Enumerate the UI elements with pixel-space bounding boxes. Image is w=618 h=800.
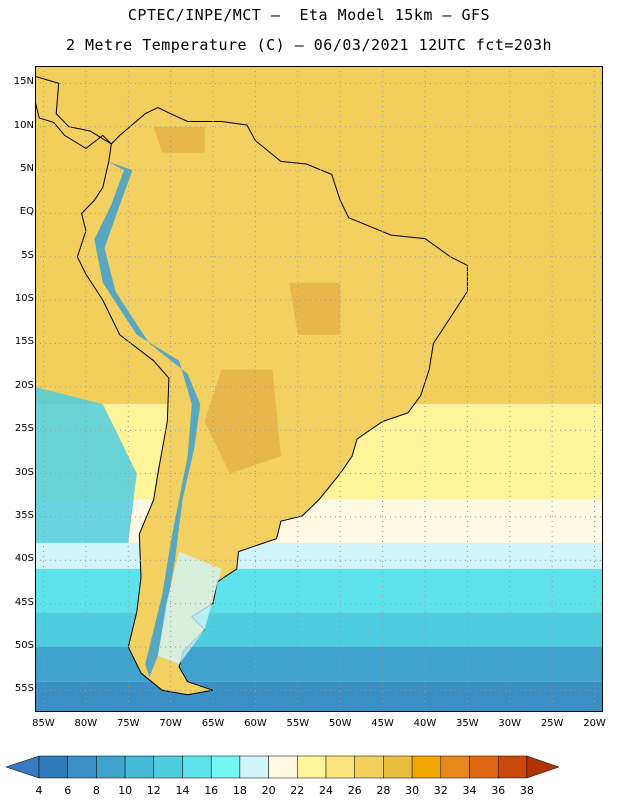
map-border: [35, 66, 603, 712]
longitude-label: 50W: [328, 718, 352, 729]
colorbar-swatch: [96, 755, 126, 779]
colorbar-swatch: [411, 755, 442, 779]
colorbar-swatch: [38, 755, 68, 779]
colorbar-tick-label: 24: [319, 784, 333, 797]
colorbar-tick-label: 12: [146, 784, 161, 797]
latitude-label: 50S: [14, 639, 34, 651]
land-field: [35, 75, 468, 696]
colorbar-swatch: [297, 755, 327, 779]
longitude-label: 75W: [116, 718, 140, 729]
colorbar-swatch: [497, 755, 528, 779]
latitude-label: 30S: [14, 466, 34, 478]
andes-cold-ridge: [94, 161, 201, 678]
longitude-label: 30W: [498, 718, 522, 729]
longitude-label: 65W: [201, 718, 225, 729]
latitude-label: 10S: [14, 293, 34, 305]
colorbar-swatch: [383, 755, 413, 779]
colorbar-tick-label: 38: [519, 784, 534, 797]
longitude-label: 55W: [286, 718, 310, 729]
latitude-label: 55S: [14, 683, 34, 695]
colorbar-swatch: [210, 755, 241, 779]
colorbar-high-arrow: [526, 755, 560, 779]
colorbar-low-arrow: [5, 755, 40, 779]
ocean-band: [35, 612, 603, 647]
colorbar-swatch: [153, 755, 183, 779]
longitude-label: 45W: [371, 718, 394, 729]
latitude-label: 40S: [14, 553, 34, 565]
longitude-label: 35W: [456, 718, 479, 729]
pacific-cool-region: [35, 386, 137, 543]
colorbar-swatch: [182, 755, 212, 779]
colorbar-swatch: [469, 755, 499, 779]
colorbar-tick-label: 26: [347, 784, 362, 797]
colorbar-tick-label: 6: [64, 784, 72, 797]
longitude-label: 40W: [413, 718, 437, 729]
colorbar-tick-label: 22: [290, 784, 305, 797]
colorbar: [5, 755, 560, 779]
ocean-band: [35, 66, 603, 145]
ocean-band: [35, 568, 603, 613]
colorbar-swatch: [239, 755, 269, 779]
patagonia-cool-region: [157, 551, 222, 665]
longitude-label: 70W: [159, 718, 182, 729]
map-subtitle: 2 Metre Temperature (C) – 06/03/2021 12U…: [65, 36, 553, 54]
latitude-label: EQ: [19, 206, 34, 218]
latitude-label: 35S: [14, 509, 34, 521]
colorbar-swatch: [124, 755, 155, 779]
latitude-label: 15S: [14, 336, 34, 348]
colorbar-tick-label: 16: [204, 784, 219, 797]
latitude-label: 45S: [14, 596, 34, 608]
map-title: CPTEC/INPE/MCT – Eta Model 15km – GFS: [127, 6, 491, 24]
colorbar-tick-label: 8: [92, 784, 100, 797]
longitude-label: 60W: [244, 718, 267, 729]
latitude-label: 10N: [13, 119, 34, 131]
colorbar-tick-label: 18: [232, 784, 247, 797]
latitude-label: 15N: [13, 76, 34, 88]
hot-region: [204, 369, 281, 474]
latitude-label: 5S: [21, 249, 34, 261]
colorbar-swatch: [354, 755, 384, 779]
longitude-label: 20W: [583, 718, 606, 729]
colorbar-swatch: [268, 755, 298, 779]
longitude-label: 85W: [32, 718, 55, 729]
hot-region: [289, 282, 341, 335]
latitude-label: 25S: [14, 423, 34, 435]
colorbar-tick-label: 30: [405, 784, 420, 797]
latitude-label: 5N: [20, 163, 34, 175]
longitude-label: 25W: [540, 718, 564, 729]
ocean-band: [35, 681, 603, 712]
ocean-band: [35, 542, 603, 569]
ocean-band: [35, 646, 603, 682]
colorbar-swatch: [440, 755, 470, 779]
colorbar-tick-label: 20: [261, 784, 276, 797]
colorbar-tick-label: 14: [175, 784, 190, 797]
colorbar-tick-label: 32: [433, 784, 448, 797]
colorbar-tick-label: 36: [491, 784, 506, 797]
colorbar-swatch: [325, 755, 355, 779]
colorbar-tick-label: 28: [376, 784, 391, 797]
colorbar-tick-label: 34: [462, 784, 477, 797]
colorbar-tick-label: 10: [118, 784, 133, 797]
temperature-map: [35, 66, 603, 712]
longitude-label: 80W: [74, 718, 98, 729]
colorbar-tick-label: 4: [35, 784, 43, 797]
latitude-label: 20S: [14, 379, 34, 391]
colorbar-swatch: [67, 755, 97, 779]
hot-region: [153, 126, 205, 153]
